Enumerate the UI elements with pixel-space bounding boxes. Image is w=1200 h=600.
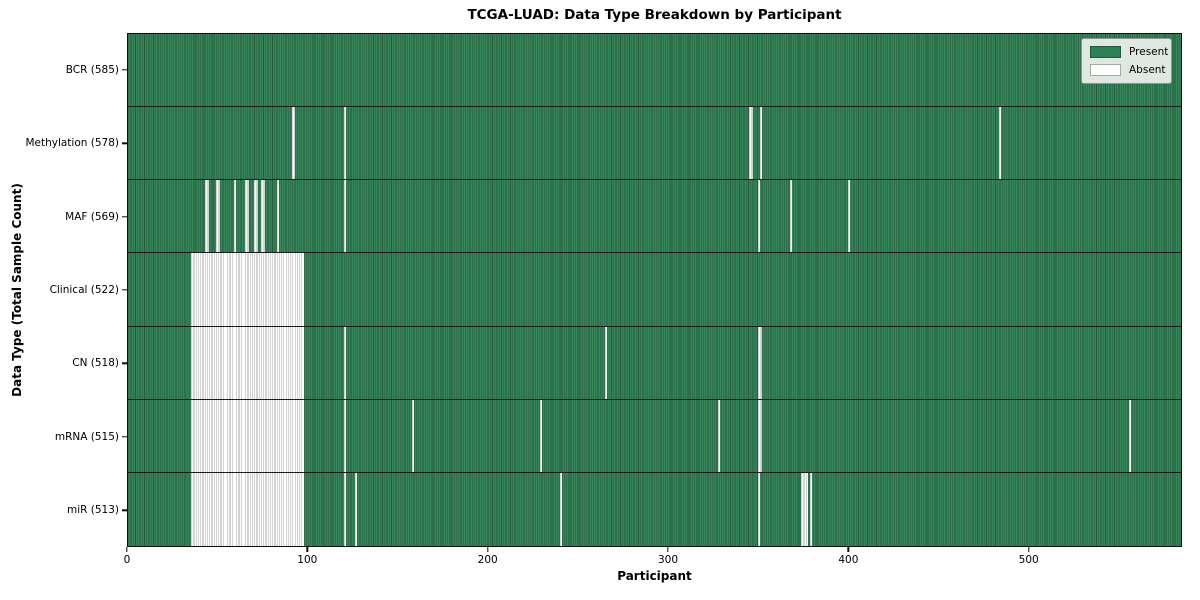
- absent-segment: [848, 180, 850, 253]
- data-row-cn: [128, 326, 1181, 400]
- legend-label-absent: Absent: [1129, 64, 1166, 76]
- xtick-mark: [1028, 547, 1030, 552]
- ytick-mark: [122, 509, 127, 511]
- absent-segment: [758, 399, 762, 472]
- absent-segment: [412, 399, 415, 472]
- xtick-label-300: 300: [657, 554, 679, 566]
- ytick-mark: [122, 436, 127, 438]
- absent-segment: [191, 472, 305, 546]
- absent-segment: [191, 326, 305, 399]
- absent-segment: [234, 180, 236, 253]
- xtick-mark: [667, 547, 669, 552]
- absent-segment: [344, 399, 346, 472]
- ytick-mark: [122, 289, 127, 291]
- ytick-label-bcr: BCR (585): [65, 63, 119, 76]
- xtick-mark: [847, 547, 850, 552]
- absent-segment: [354, 472, 357, 546]
- absent-segment: [291, 107, 296, 180]
- absent-segment: [560, 472, 562, 546]
- absent-segment: [344, 326, 346, 399]
- ytick-label-methylation: Methylation (578): [25, 137, 119, 150]
- plot-area: [127, 33, 1182, 547]
- data-row-mrna: [128, 399, 1181, 473]
- ytick-mark: [122, 142, 127, 144]
- absent-segment: [191, 253, 305, 326]
- absent-segment: [810, 472, 812, 546]
- data-row-methylation: [128, 107, 1181, 181]
- absent-segment: [758, 472, 760, 546]
- data-row-maf: [128, 180, 1181, 254]
- absent-swatch: [1090, 64, 1121, 76]
- xtick-mark: [306, 547, 309, 552]
- absent-segment: [758, 180, 760, 253]
- presence-matrix: [128, 34, 1181, 546]
- absent-segment: [759, 107, 762, 180]
- x-axis-label: Participant: [617, 569, 692, 583]
- absent-segment: [205, 180, 209, 253]
- xtick-mark: [486, 547, 489, 552]
- absent-segment: [999, 107, 1001, 180]
- absent-segment: [344, 472, 346, 546]
- xtick-label-0: 0: [123, 554, 131, 566]
- xtick-label-400: 400: [838, 554, 859, 566]
- absent-segment: [216, 180, 220, 253]
- absent-segment: [344, 107, 346, 180]
- data-row-mir: [128, 472, 1181, 546]
- absent-segment: [540, 399, 542, 472]
- xtick-mark: [126, 547, 128, 552]
- ytick-mark: [122, 215, 127, 218]
- chart-title: TCGA-LUAD: Data Type Breakdown by Partic…: [467, 7, 842, 23]
- xtick-label-500: 500: [1018, 554, 1039, 566]
- xtick-label-100: 100: [297, 554, 318, 566]
- ytick-mark: [122, 69, 127, 71]
- legend-label-present: Present: [1129, 46, 1169, 58]
- absent-segment: [254, 180, 258, 253]
- ytick-mark: [122, 362, 127, 365]
- data-row-clinical: [128, 253, 1181, 327]
- ytick-label-clinical: Clinical (522): [49, 284, 119, 296]
- legend: Present Absent: [1081, 38, 1172, 84]
- absent-segment: [749, 107, 753, 180]
- legend-item-present: Present: [1090, 46, 1168, 58]
- ytick-label-mrna: mRNA (515): [54, 430, 119, 443]
- absent-segment: [801, 472, 809, 546]
- absent-segment: [790, 180, 793, 253]
- ytick-label-cn: CN (518): [72, 357, 119, 370]
- absent-segment: [245, 180, 249, 253]
- ytick-label-mir: miR (513): [66, 504, 119, 517]
- absent-segment: [605, 326, 607, 399]
- present-swatch: [1090, 46, 1121, 58]
- absent-segment: [758, 326, 762, 399]
- xtick-label-200: 200: [477, 554, 498, 566]
- ytick-label-maf: MAF (569): [65, 210, 119, 223]
- data-row-bcr: [128, 34, 1181, 108]
- absent-segment: [344, 180, 346, 253]
- legend-item-absent: Absent: [1090, 64, 1166, 76]
- absent-segment: [261, 180, 265, 253]
- absent-segment: [277, 180, 280, 253]
- absent-segment: [1128, 399, 1131, 472]
- absent-segment: [191, 399, 305, 472]
- absent-segment: [718, 399, 721, 472]
